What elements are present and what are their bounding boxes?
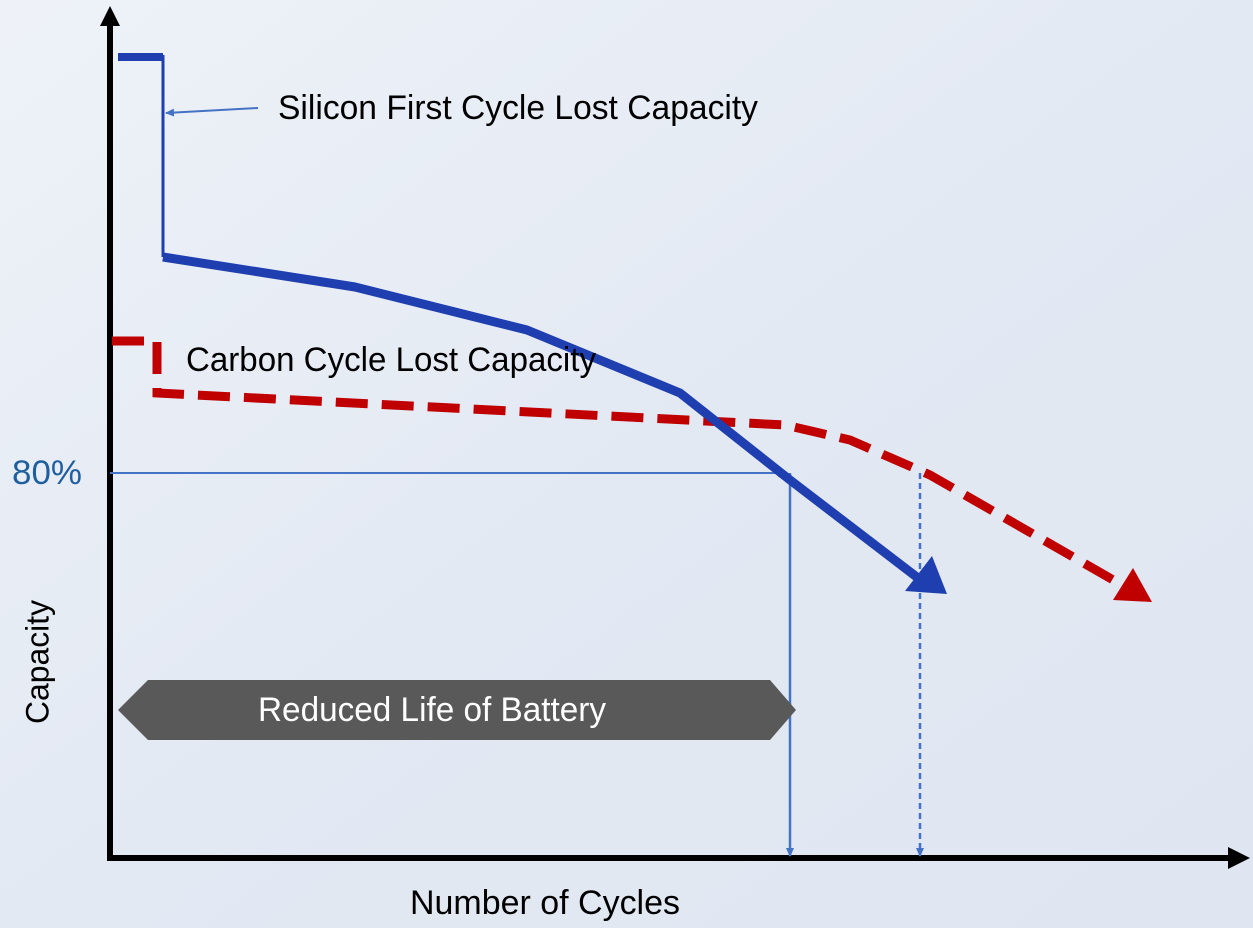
reduced-life-arrow xyxy=(118,680,796,740)
y-axis-arrow xyxy=(100,6,120,26)
threshold-label: 80% xyxy=(12,454,82,492)
carbon-curve xyxy=(112,336,1125,589)
silicon-arrowhead xyxy=(905,556,947,594)
carbon-annotation: Carbon Cycle Lost Capacity xyxy=(186,341,596,379)
silicon-annotation: Silicon First Cycle Lost Capacity xyxy=(278,89,758,127)
x-axis-arrow xyxy=(1228,847,1250,869)
x-axis-label: Number of Cycles xyxy=(410,884,680,922)
annotation-pointer xyxy=(165,107,259,117)
carbon-arrowhead xyxy=(1113,568,1152,602)
reduced-life-label: Reduced Life of Battery xyxy=(258,691,606,729)
silicon-curve xyxy=(162,252,921,582)
y-axis-label: Capacity xyxy=(19,600,55,724)
